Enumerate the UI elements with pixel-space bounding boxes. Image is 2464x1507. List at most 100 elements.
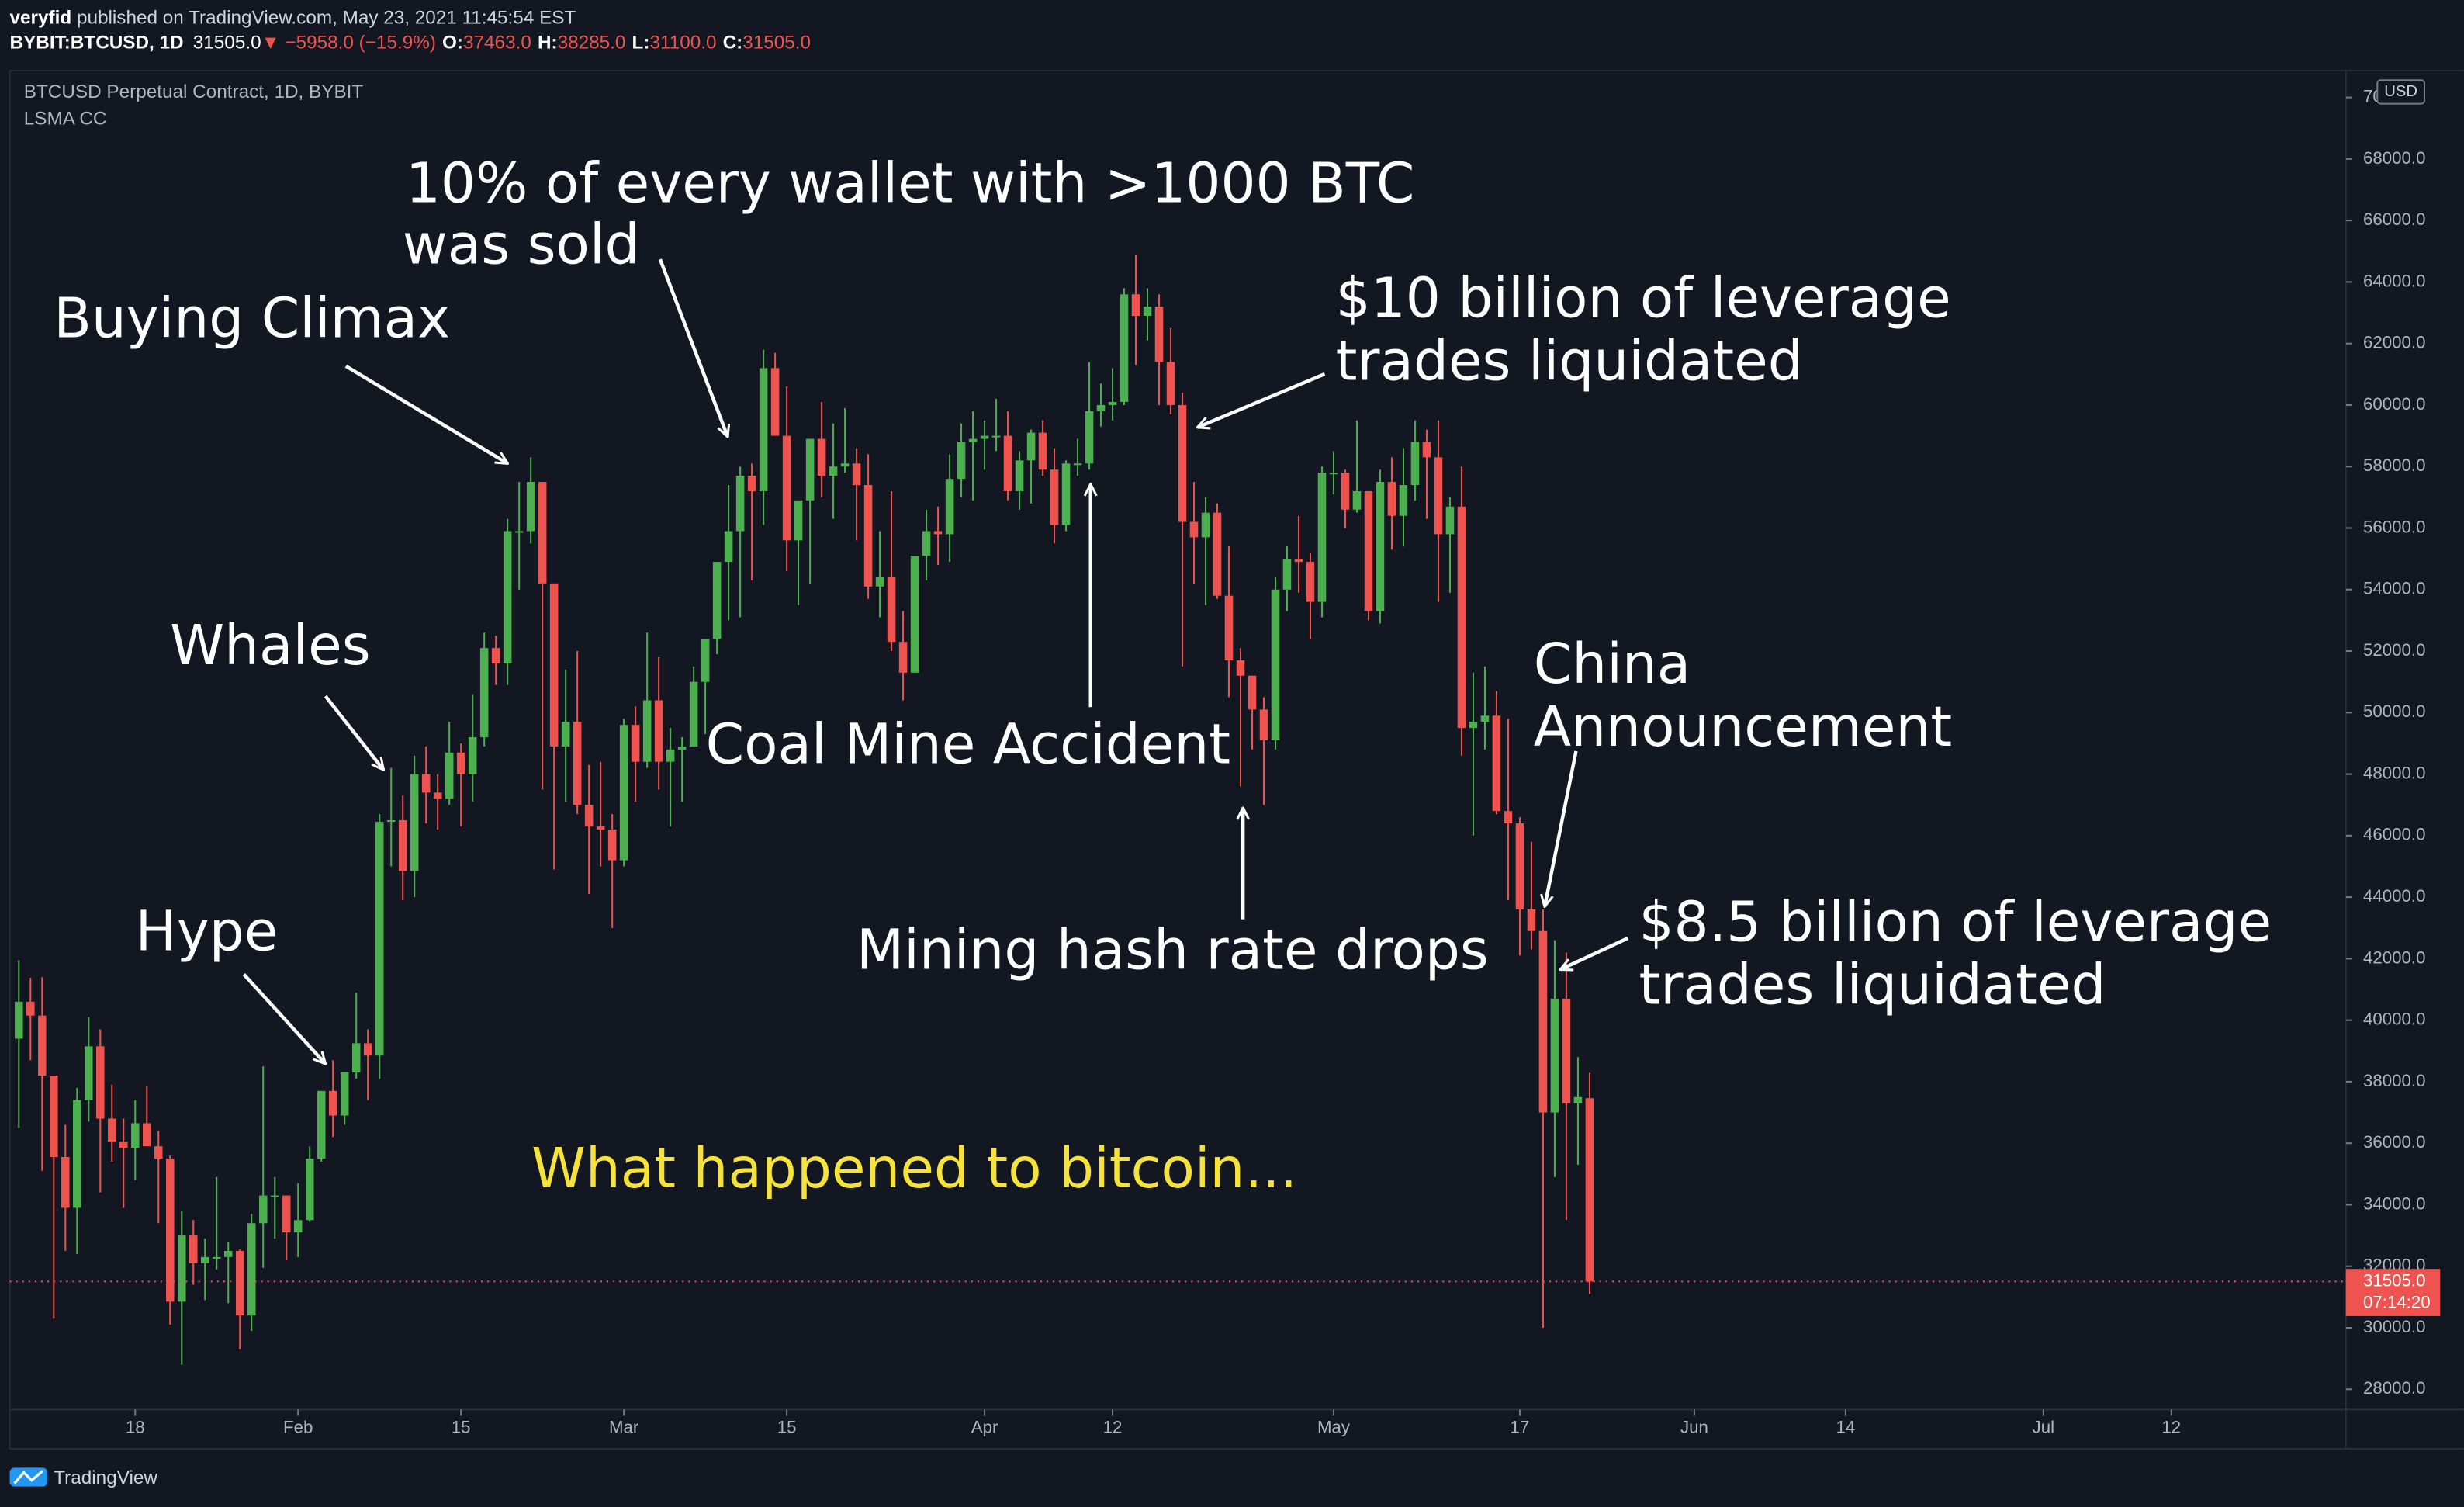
candle-body: [200, 1256, 209, 1263]
y-tick-label: 50000.0: [2363, 702, 2426, 721]
candle-body: [165, 1159, 175, 1302]
candle-body: [1317, 473, 1327, 602]
candle-body: [375, 822, 384, 1056]
candle-body: [328, 1090, 337, 1116]
candle-body: [1562, 998, 1571, 1103]
annotation: Whales: [170, 613, 371, 677]
candle-body: [433, 792, 442, 799]
candle-body: [712, 562, 722, 639]
candle-body: [1271, 589, 1280, 740]
o: 37463.0: [463, 33, 531, 54]
annotation: Hype: [136, 899, 279, 963]
brand: TradingView: [54, 1467, 157, 1488]
candle-body: [549, 583, 559, 747]
price: 31505.0: [193, 33, 261, 54]
annotation: trades liquidated: [1336, 328, 1803, 393]
y-tick-label: 48000.0: [2363, 763, 2426, 782]
candle-body: [1445, 506, 1455, 535]
candle-body: [1201, 512, 1210, 538]
price-label: 31505.0: [2363, 1270, 2426, 1290]
candle-body: [1166, 362, 1175, 405]
candle-body: [1061, 463, 1071, 525]
candle-body: [421, 774, 431, 793]
candle-body: [1434, 457, 1443, 535]
y-tick-label: 42000.0: [2363, 948, 2426, 967]
candle-body: [1294, 559, 1303, 563]
o-label: O:: [442, 33, 463, 54]
candle-body: [526, 482, 535, 532]
candle-body: [1410, 442, 1420, 486]
candle-body: [631, 725, 640, 762]
candle-body: [445, 752, 454, 799]
candle-body: [701, 639, 710, 682]
annotation: Announcement: [1534, 695, 1952, 759]
candle-body: [1248, 675, 1257, 710]
annotation: Buying Climax: [54, 286, 450, 351]
y-tick-label: 28000.0: [2363, 1378, 2426, 1398]
x-tick-label: 18: [126, 1418, 145, 1437]
candle-body: [1015, 460, 1024, 491]
candle-body: [282, 1195, 291, 1233]
change: ▼ −5958.0 (−15.9%): [261, 33, 436, 54]
candle-body: [386, 820, 396, 823]
candle-body: [1376, 482, 1385, 611]
candle-body: [1573, 1096, 1583, 1103]
symbol: BYBIT:BTCUSD, 1D: [10, 33, 184, 54]
annotation: What happened to bitcoin...: [531, 1136, 1297, 1200]
candle-body: [108, 1118, 116, 1142]
y-tick-label: 44000.0: [2363, 886, 2426, 906]
candle-body: [1399, 485, 1408, 516]
candle-body: [468, 737, 477, 774]
candle-body: [85, 1046, 93, 1100]
candle-body: [119, 1142, 128, 1148]
candle-body: [189, 1235, 198, 1263]
candle-body: [212, 1256, 221, 1259]
publisher: veryfid: [10, 8, 72, 29]
candle-body: [1492, 715, 1501, 812]
candle-body: [1073, 463, 1082, 466]
candle-body: [26, 1001, 35, 1016]
y-tick-label: 62000.0: [2363, 333, 2426, 352]
candle-body: [317, 1090, 326, 1159]
x-tick-label: Mar: [609, 1418, 639, 1437]
annotation: Mining hash rate drops: [857, 918, 1489, 982]
candle-body: [782, 435, 791, 541]
candle-body: [735, 476, 745, 532]
candle-body: [1096, 404, 1106, 411]
candle-body: [143, 1123, 151, 1147]
y-tick-label: 40000.0: [2363, 1010, 2426, 1029]
candle-body: [1550, 998, 1559, 1113]
l: 31100.0: [649, 33, 716, 54]
logo-mark: [13, 1470, 44, 1484]
candle-body: [829, 466, 838, 476]
annotation: $8.5 billion of leverage: [1639, 889, 2272, 954]
candle-body: [223, 1250, 233, 1257]
candle-body: [247, 1223, 256, 1316]
candle-body: [1387, 482, 1396, 516]
candle-body: [410, 774, 419, 871]
candle-body: [642, 700, 652, 762]
candle-body: [1085, 411, 1094, 464]
candle-body: [1154, 307, 1164, 362]
candle-body: [1108, 401, 1117, 405]
candle-body: [1364, 490, 1373, 611]
candle-body: [15, 1001, 23, 1039]
price-label-box: [2345, 1269, 2441, 1316]
y-tick-label: 54000.0: [2363, 579, 2426, 598]
candle-body: [38, 1015, 47, 1076]
y-tick-label: 64000.0: [2363, 271, 2426, 290]
arrow: [1197, 372, 1326, 428]
candle-body: [747, 476, 756, 491]
candle-body: [1457, 506, 1466, 729]
candle-body: [1236, 660, 1245, 676]
candle-body: [933, 531, 943, 535]
arrow: [324, 695, 384, 770]
y-tick-label: 52000.0: [2363, 640, 2426, 660]
candle-body: [1527, 909, 1536, 931]
candle-body: [991, 435, 1001, 438]
candle-body: [1189, 521, 1199, 538]
annotation: $10 billion of leverage: [1336, 265, 1951, 330]
c-label: C:: [723, 33, 743, 54]
